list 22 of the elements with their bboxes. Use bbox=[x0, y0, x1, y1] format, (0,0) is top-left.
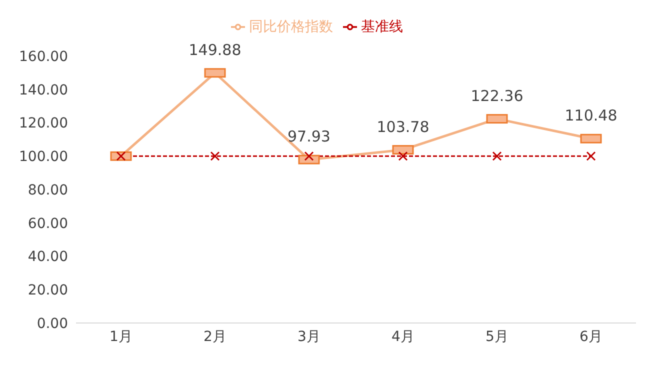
legend-label: 同比价格指数 bbox=[249, 19, 333, 35]
data-label: 97.93 bbox=[288, 128, 330, 146]
data-label: 149.88 bbox=[188, 40, 242, 59]
y-tick-label: 60.00 bbox=[28, 216, 68, 232]
legend-label: 基准线 bbox=[361, 19, 403, 35]
y-tick-label: 100.00 bbox=[19, 149, 68, 166]
y-tick-label: 160.00 bbox=[19, 48, 68, 65]
data-label: 103.78 bbox=[376, 118, 430, 136]
x-tick-label: 6月 bbox=[580, 328, 602, 345]
y-tick-label: 0.00 bbox=[36, 316, 68, 332]
x-tick-label: 5月 bbox=[486, 328, 508, 345]
x-tick-label: 3月 bbox=[298, 328, 320, 345]
y-tick-label: 80.00 bbox=[28, 182, 68, 198]
y-tick-label: 120.00 bbox=[19, 116, 68, 132]
y-tick-label: 40.00 bbox=[28, 249, 68, 266]
data-label: 110.48 bbox=[564, 106, 618, 125]
x-tick-label: 2月 bbox=[204, 328, 226, 345]
x-tick-label: 4月 bbox=[392, 328, 414, 345]
data-label: 122.36 bbox=[470, 86, 524, 105]
y-tick-label: 20.00 bbox=[28, 282, 68, 299]
x-tick-label: 1月 bbox=[110, 328, 132, 345]
y-tick-label: 140.00 bbox=[19, 82, 68, 98]
